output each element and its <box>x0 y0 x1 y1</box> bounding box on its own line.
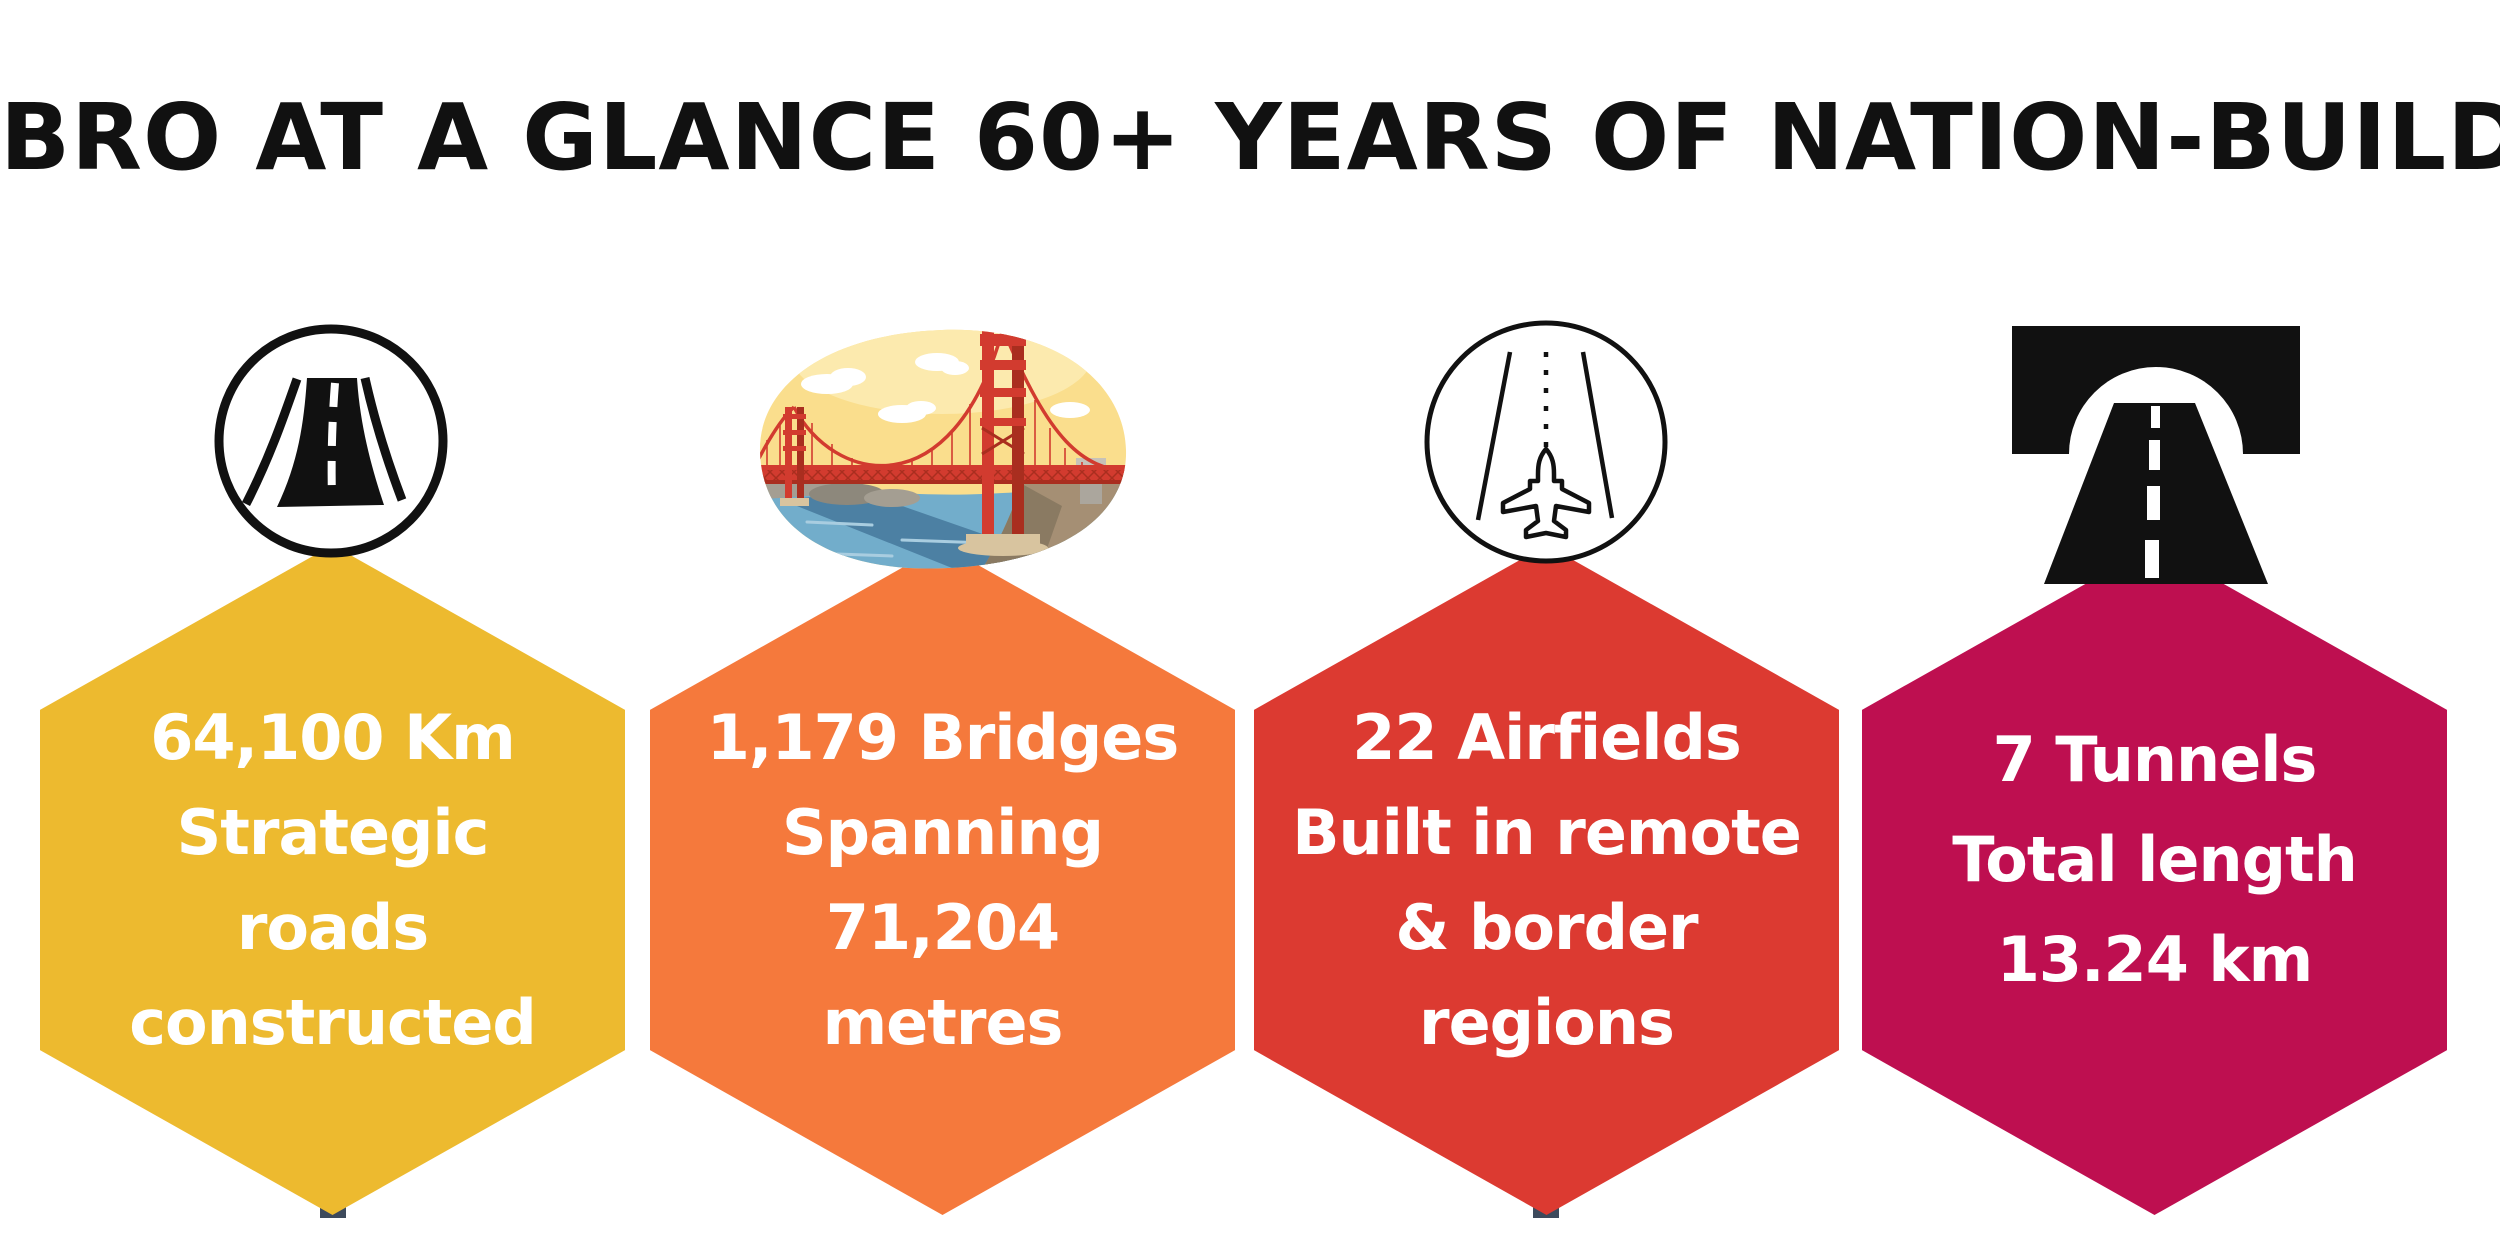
stat-card-airfields: 22 Airfields Built in remote & border re… <box>1254 545 1839 1215</box>
stat-line: Built in remote <box>1292 796 1802 869</box>
stat-line: Spanning <box>782 796 1104 869</box>
stat-line: roads <box>236 891 429 964</box>
airplane-glyph <box>1500 446 1592 540</box>
tunnel-icon <box>2012 326 2302 584</box>
stat-line: 22 Airfields <box>1352 701 1742 774</box>
hexagon-tunnels <box>1862 545 2447 1215</box>
stat-line: 1,179 Bridges <box>706 701 1180 774</box>
bridge-icon <box>752 322 1132 577</box>
left-tower <box>780 407 809 506</box>
stat-text-block: 64,100 Km Strategic roads constructed <box>40 690 625 1070</box>
stat-text-block: 1,179 Bridges Spanning 71,204 metres <box>650 690 1235 1070</box>
stat-line: metres <box>822 986 1064 1059</box>
road-icon <box>211 321 451 561</box>
hexagon-airfields <box>1254 545 1839 1215</box>
stat-line: regions <box>1419 986 1675 1059</box>
stat-text-block: 7 Tunnels Total length 13.24 km <box>1862 710 2447 1010</box>
stat-line: constructed <box>129 986 537 1059</box>
stat-line: 71,204 <box>825 891 1060 964</box>
cloud <box>801 353 1090 423</box>
airfield-icon <box>1422 318 1670 566</box>
infographic-title: BRO AT A GLANCE 60+ YEARS OF NATION-BUIL… <box>0 84 2500 191</box>
stat-card-tunnels: 7 Tunnels Total length 13.24 km <box>1862 545 2447 1215</box>
hexagon-bridges <box>650 545 1235 1215</box>
stat-line: Total length <box>1952 823 2358 896</box>
stat-card-bridges: 1,179 Bridges Spanning 71,204 metres <box>650 545 1235 1215</box>
stat-card-roads: 64,100 Km Strategic roads constructed <box>40 545 625 1215</box>
stat-line: & border <box>1395 891 1698 964</box>
hexagon-roads <box>40 545 625 1215</box>
stat-line: Strategic <box>176 796 490 869</box>
stat-line: 13.24 km <box>1996 923 2314 996</box>
stat-line: 64,100 Km <box>150 701 515 774</box>
stat-text-block: 22 Airfields Built in remote & border re… <box>1254 690 1839 1070</box>
road-dashes <box>2145 406 2160 578</box>
main-tower <box>958 329 1048 556</box>
stat-line: 7 Tunnels <box>1992 723 2318 796</box>
